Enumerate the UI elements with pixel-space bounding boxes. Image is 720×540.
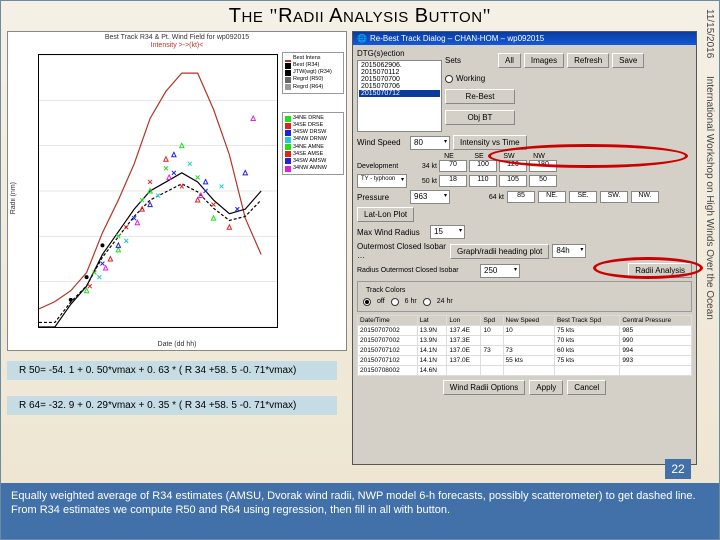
- r34-ne[interactable]: 70: [439, 160, 467, 172]
- legend-item: Regrd (R50): [285, 76, 341, 83]
- table-row[interactable]: 2015070710214.1N137.0E55 kts75 kts993: [358, 356, 692, 366]
- quadrant-headers: NE SE SW NW: [435, 153, 692, 160]
- apply-button[interactable]: Apply: [529, 380, 563, 395]
- legend-item: 34SE AMSE: [285, 151, 341, 158]
- dtg-item[interactable]: 2015070706: [359, 83, 440, 90]
- legend-item: 34SW DRSW: [285, 129, 341, 136]
- maxwind-select[interactable]: 15: [430, 225, 465, 239]
- dtg-list[interactable]: 2015062906.20150701122015070700201507070…: [357, 60, 442, 132]
- plot-area: [38, 54, 278, 328]
- equation-r64: R 64= -32. 9 + 0. 29*vmax + 0. 35 * ( R …: [7, 396, 337, 415]
- r64-v4[interactable]: NW.: [631, 191, 659, 203]
- r50-nw[interactable]: 50: [529, 175, 557, 187]
- chart-ylabel: Radii (nm): [10, 182, 17, 214]
- latlon-plot-button[interactable]: Lat-Lon Plot: [357, 207, 414, 222]
- obs-table[interactable]: Date/TimeLatLonSpdNew SpeedBest Track Sp…: [357, 315, 692, 376]
- table-row[interactable]: 2015070800214.6N: [358, 366, 692, 376]
- chart-title: Best Track R34 & Pt. Wind Field for wp09…: [8, 32, 346, 41]
- page-number: 22: [665, 459, 691, 479]
- r64-ne[interactable]: 85: [507, 191, 535, 203]
- windspeed-label: Wind Speed: [357, 138, 407, 147]
- dtg-item[interactable]: 2015070700: [359, 76, 440, 83]
- track-24hr-radio[interactable]: [423, 298, 431, 306]
- dialog-buttons: Wind Radii Options Apply Cancel: [357, 376, 692, 395]
- track-off-radio[interactable]: [363, 298, 371, 306]
- radii-analysis-button[interactable]: Radii Analysis: [628, 263, 692, 278]
- legend-item: 34NE DRNE: [285, 115, 341, 122]
- table-row[interactable]: 2015070700213.9N137.3E70 kts990: [358, 336, 692, 346]
- track-colors-group: Track Colors off 6 hr 24 hr: [357, 281, 692, 312]
- legend-item: JTW(wgt) (R34): [285, 69, 341, 76]
- r50-ne[interactable]: 18: [439, 175, 467, 187]
- chart-panel: Best Track R34 & Pt. Wind Field for wp09…: [7, 31, 347, 351]
- radout-select[interactable]: 250: [480, 264, 520, 278]
- r34-sw[interactable]: 120: [499, 160, 527, 172]
- legend-item: Regrd (R64): [285, 84, 341, 91]
- working-radio[interactable]: [445, 75, 453, 83]
- save-button[interactable]: Save: [612, 53, 644, 68]
- intensity-label: Intensity >->(kt)<: [151, 42, 204, 49]
- intensity-time-button[interactable]: Intensity vs Time: [453, 135, 527, 150]
- all-button[interactable]: All: [498, 53, 521, 68]
- pressure-label: Pressure: [357, 193, 407, 202]
- side-conference: International Workshop on High Winds Ove…: [704, 76, 715, 320]
- slide-title: THE "RADII ANALYSIS BUTTON": [1, 1, 719, 30]
- r34-row: Development 34 kt 70 100 120 180: [357, 160, 692, 172]
- r64-v2[interactable]: SE.: [569, 191, 597, 203]
- legend-item: 34SW AMSW: [285, 158, 341, 165]
- r34-nw[interactable]: 180: [529, 160, 557, 172]
- dev-select[interactable]: TY - typhoon: [357, 174, 407, 188]
- radii-heading-button[interactable]: Graph/radii heading plot: [450, 244, 549, 259]
- cancel-button[interactable]: Cancel: [567, 380, 606, 395]
- closediso-label: Outermost Closed Isobar …: [357, 242, 447, 260]
- legend-item: 34NW AMNW: [285, 165, 341, 172]
- legend-item: 34SE DRSE: [285, 122, 341, 129]
- maxwind-label: Max Wind Radius: [357, 228, 427, 237]
- legend-secondary: 34NE DRNE34SE DRSE34SW DRSW34NW DRNW34NE…: [282, 112, 344, 175]
- radii-h-select[interactable]: 84h: [552, 244, 586, 258]
- table-row[interactable]: 2015070710214.1N137.0E737360 kts994: [358, 346, 692, 356]
- rebest-button[interactable]: Re-Best: [445, 89, 515, 104]
- radout-label: Radius Outermost Closed Isobar: [357, 267, 477, 274]
- track-6hr-radio[interactable]: [391, 298, 399, 306]
- r50-se[interactable]: 110: [469, 175, 497, 187]
- legend-item: Best (R34): [285, 62, 341, 69]
- legend-item: 34NW DRNW: [285, 136, 341, 143]
- images-toggle[interactable]: Images: [524, 53, 564, 68]
- sets-label: Sets: [445, 56, 495, 65]
- dialog-title: Re-Best Track Dialog – CHAN-HOM – wp0920…: [370, 34, 544, 43]
- r50-sw[interactable]: 105: [499, 175, 527, 187]
- dtg-item[interactable]: 2015070112: [359, 69, 440, 76]
- legend-item: Best Intens: [285, 55, 341, 62]
- r34-se[interactable]: 100: [469, 160, 497, 172]
- dtg-item[interactable]: 2015070712: [359, 90, 440, 97]
- rebest-dialog: 🌐 Re-Best Track Dialog – CHAN-HOM – wp09…: [352, 31, 697, 465]
- wind-radii-options-button[interactable]: Wind Radii Options: [443, 380, 525, 395]
- globe-icon: 🌐: [357, 34, 367, 43]
- refresh-button[interactable]: Refresh: [567, 53, 609, 68]
- table-row[interactable]: 2015070700213.9N137.4E101075 kts985: [358, 326, 692, 336]
- windspeed-select[interactable]: 80: [410, 136, 450, 150]
- dialog-titlebar: 🌐 Re-Best Track Dialog – CHAN-HOM – wp09…: [353, 32, 696, 45]
- slide: THE "RADII ANALYSIS BUTTON" 11/15/2016 I…: [0, 0, 720, 540]
- legend-item: 34NE AMNE: [285, 144, 341, 151]
- working-label: Working: [456, 74, 485, 83]
- r64-v3[interactable]: SW.: [600, 191, 628, 203]
- r64-v1[interactable]: NE.: [538, 191, 566, 203]
- chart-xlabel: Date (dd hh): [8, 341, 346, 348]
- dtg-item[interactable]: 2015062906.: [359, 62, 440, 69]
- dtg-label: DTG(s)ection: [357, 49, 442, 58]
- caption: Equally weighted average of R34 estimate…: [1, 483, 719, 539]
- pressure-select[interactable]: 963: [410, 190, 450, 204]
- equation-r50: R 50= -54. 1 + 0. 50*vmax + 0. 63 * ( R …: [7, 361, 337, 380]
- objbt-button[interactable]: Obj BT: [445, 110, 515, 125]
- side-date: 11/15/2016: [704, 9, 715, 58]
- legend-primary: Best IntensBest (R34)JTW(wgt) (R34)Regrd…: [282, 52, 344, 94]
